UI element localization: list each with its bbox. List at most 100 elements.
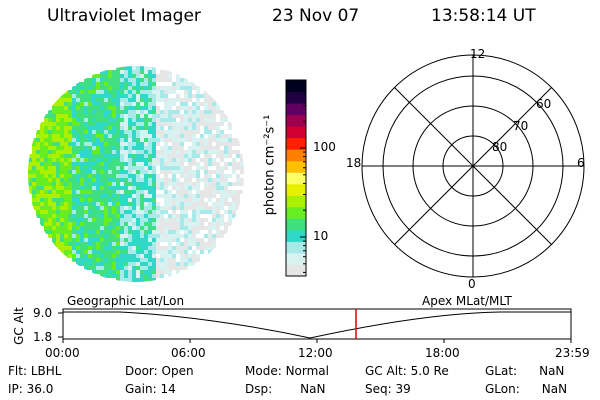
uv-pixel <box>72 190 76 194</box>
uv-pixel <box>216 230 220 234</box>
uv-pixel <box>152 74 156 78</box>
uv-pixel <box>192 182 196 186</box>
uv-pixel <box>132 178 136 182</box>
uv-pixel <box>40 142 44 146</box>
uv-pixel <box>64 162 68 166</box>
uv-pixel <box>144 122 148 126</box>
uv-pixel <box>200 114 204 118</box>
uv-pixel <box>156 226 160 230</box>
uv-pixel <box>152 206 156 210</box>
uv-pixel <box>120 154 124 158</box>
uv-pixel <box>224 202 228 206</box>
uv-pixel <box>128 118 132 122</box>
uv-pixel <box>188 182 192 186</box>
uv-pixel <box>64 134 68 138</box>
uv-pixel <box>144 198 148 202</box>
uv-pixel <box>116 214 120 218</box>
uv-pixel <box>64 182 68 186</box>
uv-pixel <box>156 142 160 146</box>
uv-pixel <box>176 226 180 230</box>
uv-pixel <box>200 234 204 238</box>
uv-pixel <box>112 210 116 214</box>
uv-pixel <box>128 146 132 150</box>
uv-pixel <box>156 146 160 150</box>
uv-pixel <box>160 186 164 190</box>
uv-pixel <box>200 98 204 102</box>
uv-pixel <box>144 138 148 142</box>
uv-pixel <box>132 214 136 218</box>
uv-pixel <box>188 258 192 262</box>
uv-pixel <box>136 226 140 230</box>
uv-pixel <box>164 190 168 194</box>
uv-pixel <box>172 250 176 254</box>
uv-pixel <box>84 238 88 242</box>
uv-pixel <box>228 170 232 174</box>
uv-pixel <box>164 78 168 82</box>
uv-pixel <box>212 246 216 250</box>
uv-pixel <box>220 162 224 166</box>
uv-pixel <box>152 274 156 278</box>
uv-pixel <box>204 94 208 98</box>
uv-pixel <box>140 202 144 206</box>
uv-pixel <box>72 150 76 154</box>
uv-pixel <box>100 258 104 262</box>
uv-pixel <box>156 166 160 170</box>
uv-pixel <box>200 118 204 122</box>
uv-pixel <box>56 246 60 250</box>
uv-pixel <box>40 174 44 178</box>
uv-pixel <box>120 242 124 246</box>
uv-pixel <box>240 158 244 162</box>
uv-pixel <box>192 110 196 114</box>
uv-pixel <box>180 154 184 158</box>
uv-pixel <box>140 146 144 150</box>
uv-pixel <box>220 138 224 142</box>
colorbar-segment <box>286 80 306 93</box>
uv-pixel <box>216 134 220 138</box>
uv-pixel <box>44 122 48 126</box>
uv-pixel <box>144 194 148 198</box>
uv-pixel <box>176 86 180 90</box>
uv-pixel <box>80 246 84 250</box>
uv-pixel <box>208 190 212 194</box>
uv-pixel <box>180 158 184 162</box>
uv-pixel <box>112 90 116 94</box>
uv-pixel <box>228 138 232 142</box>
uv-pixel <box>40 150 44 154</box>
uv-pixel <box>228 150 232 154</box>
uv-pixel <box>204 106 208 110</box>
uv-pixel <box>196 86 200 90</box>
uv-pixel <box>212 98 216 102</box>
uv-pixel <box>36 130 40 134</box>
uv-pixel <box>68 170 72 174</box>
uv-pixel <box>40 170 44 174</box>
uv-pixel <box>112 186 116 190</box>
uv-pixel <box>144 70 148 74</box>
uv-pixel <box>208 226 212 230</box>
uv-pixel <box>224 194 228 198</box>
uv-pixel <box>176 178 180 182</box>
uv-pixel <box>52 226 56 230</box>
uv-pixel <box>68 174 72 178</box>
uv-pixel <box>96 162 100 166</box>
uv-pixel <box>124 178 128 182</box>
uv-pixel <box>44 134 48 138</box>
uv-pixel <box>184 90 188 94</box>
uv-pixel <box>36 166 40 170</box>
uv-pixel <box>92 146 96 150</box>
uv-pixel <box>180 162 184 166</box>
uv-pixel <box>96 222 100 226</box>
uv-pixel <box>48 186 52 190</box>
uv-pixel <box>188 170 192 174</box>
uv-pixel <box>196 198 200 202</box>
uv-pixel <box>160 106 164 110</box>
uv-pixel <box>84 190 88 194</box>
uv-pixel <box>44 202 48 206</box>
uv-pixel <box>104 198 108 202</box>
uv-pixel <box>148 222 152 226</box>
uv-pixel <box>180 118 184 122</box>
uv-pixel <box>164 74 168 78</box>
uv-pixel <box>84 86 88 90</box>
uv-pixel <box>188 222 192 226</box>
uv-pixel <box>192 146 196 150</box>
uv-pixel <box>132 174 136 178</box>
